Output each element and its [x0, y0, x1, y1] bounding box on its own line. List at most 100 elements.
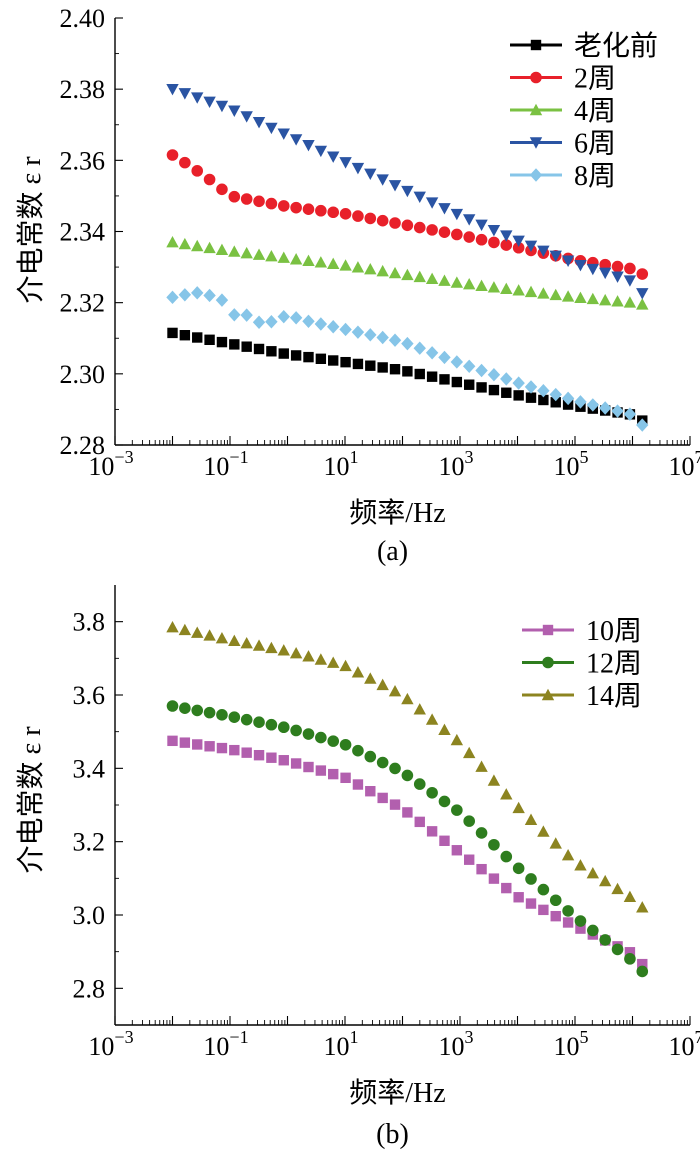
- data-point: [315, 317, 327, 330]
- data-point: [217, 337, 227, 347]
- x-tick-label: 10−1: [203, 447, 248, 481]
- series-2: [167, 700, 648, 977]
- data-point: [587, 293, 599, 304]
- legend-label: 10周: [586, 616, 642, 647]
- data-point: [376, 331, 388, 344]
- x-tick-label: 107: [669, 1027, 700, 1061]
- x-tick-exponent: 5: [580, 447, 589, 467]
- data-point: [538, 884, 550, 896]
- y-tick-label: 2.36: [60, 146, 106, 175]
- data-point: [241, 747, 251, 757]
- x-tick-base: 10: [203, 452, 229, 481]
- data-point: [315, 732, 327, 744]
- data-point: [279, 755, 289, 765]
- x-tick-exponent: 5: [580, 1027, 589, 1047]
- data-point: [167, 149, 179, 161]
- x-tick-exponent: 3: [465, 447, 474, 467]
- data-point: [229, 711, 241, 723]
- data-point: [624, 263, 636, 275]
- data-point: [253, 316, 265, 329]
- data-point: [352, 210, 364, 222]
- data-point: [216, 101, 228, 112]
- data-point: [290, 647, 302, 658]
- data-point: [463, 278, 475, 289]
- data-point: [180, 330, 190, 340]
- data-point: [426, 346, 438, 359]
- legend-label: 老化前: [574, 30, 658, 62]
- data-point: [389, 685, 401, 696]
- data-point: [166, 291, 178, 304]
- y-tick-label: 2.34: [60, 218, 106, 247]
- series-3: [166, 621, 648, 913]
- legend-label: 8周: [574, 161, 616, 192]
- data-point: [315, 205, 327, 217]
- x-tick-exponent: 1: [350, 1027, 359, 1047]
- data-point: [316, 354, 326, 364]
- data-point: [599, 875, 611, 886]
- data-point: [217, 743, 227, 753]
- series-3: [166, 236, 648, 310]
- data-point: [476, 382, 486, 392]
- data-point: [439, 796, 451, 808]
- data-point: [302, 315, 314, 328]
- data-point: [327, 656, 339, 667]
- data-point: [464, 380, 474, 390]
- data-point: [389, 267, 401, 278]
- data-point: [340, 208, 352, 220]
- data-point: [451, 734, 463, 745]
- x-tick-base: 10: [439, 1032, 465, 1061]
- data-point: [216, 293, 228, 306]
- data-point: [191, 240, 203, 251]
- data-point: [402, 219, 414, 231]
- data-point: [390, 799, 400, 809]
- legend-entry: 2周: [510, 64, 616, 95]
- data-point: [489, 873, 499, 883]
- data-point: [303, 762, 313, 772]
- x-tick-base: 10: [88, 1032, 114, 1061]
- data-point: [525, 380, 537, 393]
- x-tick-exponent: 7: [695, 1027, 700, 1047]
- data-point: [401, 337, 413, 350]
- data-point: [265, 250, 277, 261]
- data-point: [340, 739, 352, 751]
- data-point: [253, 248, 265, 259]
- data-point: [438, 274, 450, 285]
- data-point: [228, 245, 240, 256]
- data-point: [352, 163, 364, 174]
- data-point: [624, 296, 636, 307]
- data-point: [463, 747, 475, 758]
- data-point: [525, 814, 537, 825]
- data-point: [191, 626, 203, 637]
- data-point: [328, 355, 338, 365]
- data-point: [228, 106, 240, 117]
- legend-label: 2周: [574, 64, 616, 95]
- x-axis-label: 频率/Hz: [349, 1077, 445, 1109]
- y-tick-label: 2.8: [73, 974, 106, 1003]
- y-axis-label: 介电常数 ε r: [15, 156, 47, 304]
- legend-marker: [542, 657, 554, 669]
- data-point: [451, 804, 463, 816]
- y-tick-label: 2.32: [60, 289, 106, 318]
- data-point: [636, 901, 648, 912]
- data-point: [611, 883, 623, 894]
- data-point: [512, 802, 524, 813]
- data-point: [463, 231, 475, 243]
- legend-entry: 6周: [510, 129, 616, 160]
- data-point: [574, 292, 586, 303]
- data-point: [265, 315, 277, 328]
- data-point: [414, 703, 426, 714]
- data-point: [180, 737, 190, 747]
- data-point: [500, 283, 512, 294]
- data-point: [203, 242, 215, 253]
- data-point: [624, 953, 636, 965]
- data-point: [575, 915, 587, 927]
- y-tick-label: 2.40: [60, 4, 106, 33]
- data-point: [315, 653, 327, 664]
- data-point: [352, 325, 364, 338]
- data-point: [278, 644, 290, 655]
- x-tick-base: 10: [669, 452, 695, 481]
- data-point: [563, 917, 573, 927]
- data-point: [612, 261, 624, 273]
- data-point: [279, 348, 289, 358]
- data-point: [339, 323, 351, 336]
